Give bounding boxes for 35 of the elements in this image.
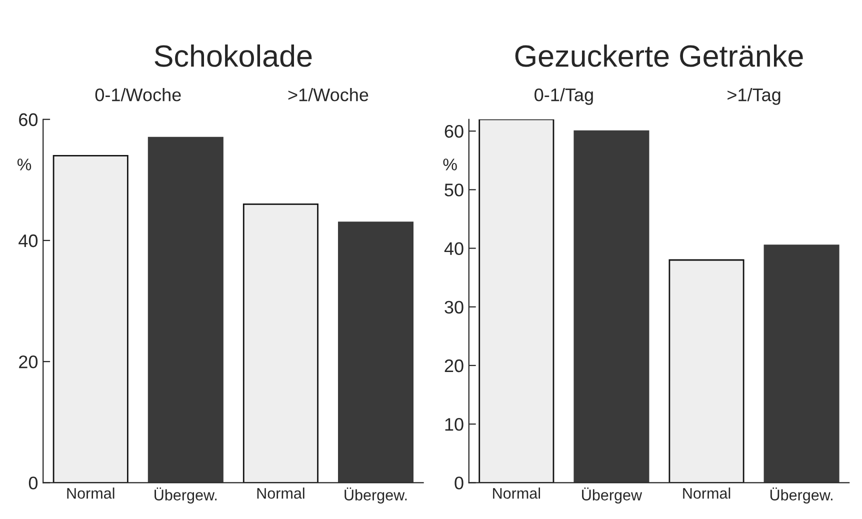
bar [338, 222, 414, 483]
x-tick-label: Übergew. [154, 488, 217, 504]
x-tick-label: Übergew. [344, 488, 407, 504]
text: >1/Woche [288, 88, 368, 102]
text: 0-1/Tag [534, 88, 593, 105]
bar [574, 130, 650, 483]
x-tick-label: Übergew. [770, 488, 832, 504]
y-tick-label: 60 [444, 125, 464, 138]
x-tick-label: Normal [683, 488, 730, 499]
y-tick-label: 40 [18, 234, 38, 248]
x-tick-label: Normal [493, 488, 540, 499]
x-tick-label: Normal [257, 488, 304, 499]
bar [52, 155, 128, 483]
y-tick-label: 0 [28, 476, 38, 490]
bar [764, 244, 840, 483]
y-tick-label: 20 [19, 356, 38, 368]
bar [242, 203, 318, 483]
chart-title: Schokolade [154, 44, 312, 67]
y-tick-label: 60 [19, 113, 38, 126]
text: >1/Tag [728, 88, 780, 105]
x-tick-label: Normal [67, 488, 114, 499]
y-axis-title: % [443, 158, 457, 170]
y-tick-label: 20 [444, 359, 464, 372]
y-tick-label: 40 [444, 242, 464, 256]
x-tick-label: Übergew [582, 488, 642, 504]
bar [148, 136, 224, 483]
text: 0-1/Woche [95, 88, 181, 102]
bar [478, 119, 554, 483]
y-tick-label: 30 [444, 300, 464, 314]
y-tick-label: 10 [445, 418, 464, 431]
bar [668, 259, 744, 483]
chart-title: Gezuckerte Getränke [515, 44, 803, 67]
y-axis-title: % [17, 158, 32, 170]
y-tick-label: 0 [454, 476, 464, 490]
y-tick-label: 50 [444, 184, 464, 196]
